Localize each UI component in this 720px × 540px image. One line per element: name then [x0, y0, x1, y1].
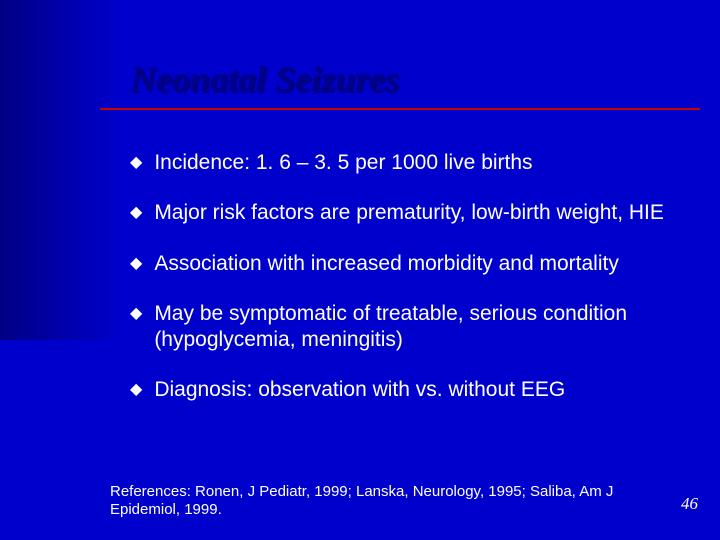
- page-number: 46: [681, 494, 698, 514]
- bullet-icon: ◆: [130, 304, 142, 324]
- bullet-icon: ◆: [130, 203, 142, 223]
- bullet-icon: ◆: [130, 153, 142, 173]
- bullet-icon: ◆: [130, 254, 142, 274]
- bullet-text: Diagnosis: observation with vs. without …: [154, 377, 680, 403]
- list-item: ◆ Association with increased morbidity a…: [130, 251, 680, 277]
- bullet-text: May be symptomatic of treatable, serious…: [154, 301, 680, 354]
- title-region: Neonatal Seizures: [130, 58, 680, 100]
- references-text: References: Ronen, J Pediatr, 1999; Lans…: [110, 483, 630, 521]
- list-item: ◆ Incidence: 1. 6 – 3. 5 per 1000 live b…: [130, 150, 680, 176]
- list-item: ◆ Major risk factors are prematurity, lo…: [130, 200, 680, 226]
- title-underline: [100, 108, 700, 110]
- bullet-text: Association with increased morbidity and…: [154, 251, 680, 277]
- left-shadow: [0, 0, 120, 340]
- list-item: ◆ Diagnosis: observation with vs. withou…: [130, 377, 680, 403]
- list-item: ◆ May be symptomatic of treatable, serio…: [130, 301, 680, 354]
- bullet-list: ◆ Incidence: 1. 6 – 3. 5 per 1000 live b…: [130, 150, 680, 428]
- bullet-text: Major risk factors are prematurity, low-…: [154, 200, 680, 226]
- bullet-text: Incidence: 1. 6 – 3. 5 per 1000 live bir…: [154, 150, 680, 176]
- slide-title: Neonatal Seizures: [130, 58, 680, 100]
- bullet-icon: ◆: [130, 380, 142, 400]
